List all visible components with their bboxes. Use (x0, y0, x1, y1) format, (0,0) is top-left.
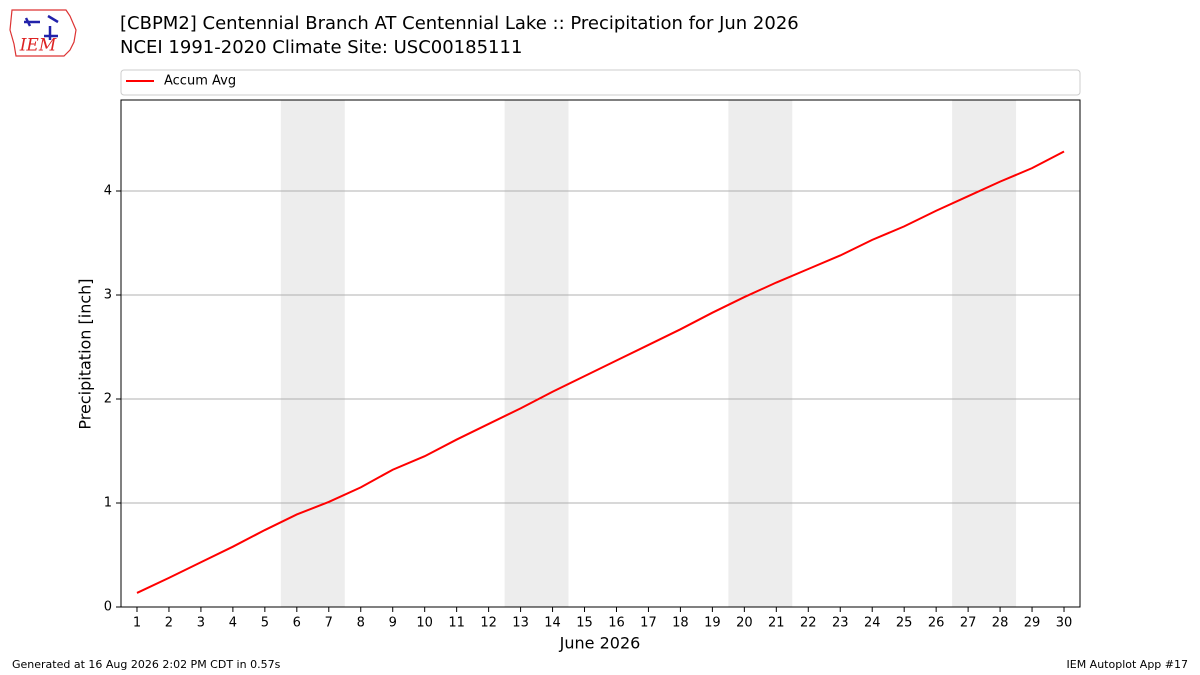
chart-subtitle: NCEI 1991-2020 Climate Site: USC00185111 (120, 37, 522, 58)
x-tick-label: 20 (736, 616, 753, 631)
chart-title: [CBPM2] Centennial Branch AT Centennial … (120, 13, 799, 34)
footer-right: IEM Autoplot App #17 (1067, 658, 1189, 671)
x-tick-label: 18 (672, 616, 689, 631)
legend-label: Accum Avg (164, 74, 236, 89)
x-tick-label: 30 (1056, 616, 1073, 631)
x-tick-label: 6 (293, 616, 301, 631)
y-tick-label: 0 (104, 600, 112, 615)
x-tick-label: 19 (704, 616, 721, 631)
y-tick-label: 3 (104, 288, 112, 303)
x-tick-label: 14 (544, 616, 561, 631)
weekend-band (952, 100, 1017, 607)
x-tick-label: 26 (928, 616, 945, 631)
y-tick-label: 2 (104, 392, 112, 407)
x-tick-label: 21 (768, 616, 785, 631)
legend-box (120, 69, 1081, 96)
x-tick-label: 25 (896, 616, 913, 631)
x-tick-label: 10 (416, 616, 433, 631)
x-tick-label: 27 (960, 616, 977, 631)
x-tick-label: 29 (1024, 616, 1041, 631)
footer-left: Generated at 16 Aug 2026 2:02 PM CDT in … (12, 658, 281, 671)
x-tick-label: 22 (800, 616, 817, 631)
weekend-band (280, 100, 345, 607)
logo-icon (24, 14, 59, 40)
x-tick-label: 4 (229, 616, 237, 631)
logo: IEM (9, 9, 77, 57)
x-tick-label: 23 (832, 616, 849, 631)
weekend-band (728, 100, 793, 607)
plot-frame (120, 99, 1081, 608)
logo-text: IEM (19, 36, 57, 56)
x-tick-label: 8 (357, 616, 365, 631)
x-tick-label: 28 (992, 616, 1009, 631)
x-tick-label: 16 (608, 616, 625, 631)
x-tick-label: 11 (448, 616, 465, 631)
x-axis-label: June 2026 (559, 634, 641, 653)
y-tick-label: 4 (104, 184, 112, 199)
y-tick-label: 1 (104, 496, 112, 511)
x-tick-label: 9 (389, 616, 397, 631)
x-tick-label: 13 (512, 616, 529, 631)
x-tick-label: 7 (325, 616, 333, 631)
x-tick-label: 2 (165, 616, 173, 631)
series-line (136, 150, 1065, 594)
x-tick-label: 5 (261, 616, 269, 631)
x-tick-label: 1 (133, 616, 141, 631)
x-tick-label: 15 (576, 616, 593, 631)
x-tick-label: 3 (197, 616, 205, 631)
y-axis-label: Precipitation [inch] (76, 278, 95, 429)
x-tick-label: 12 (480, 616, 497, 631)
x-tick-label: 17 (640, 616, 657, 631)
weekend-band (504, 100, 569, 607)
x-tick-label: 24 (864, 616, 881, 631)
